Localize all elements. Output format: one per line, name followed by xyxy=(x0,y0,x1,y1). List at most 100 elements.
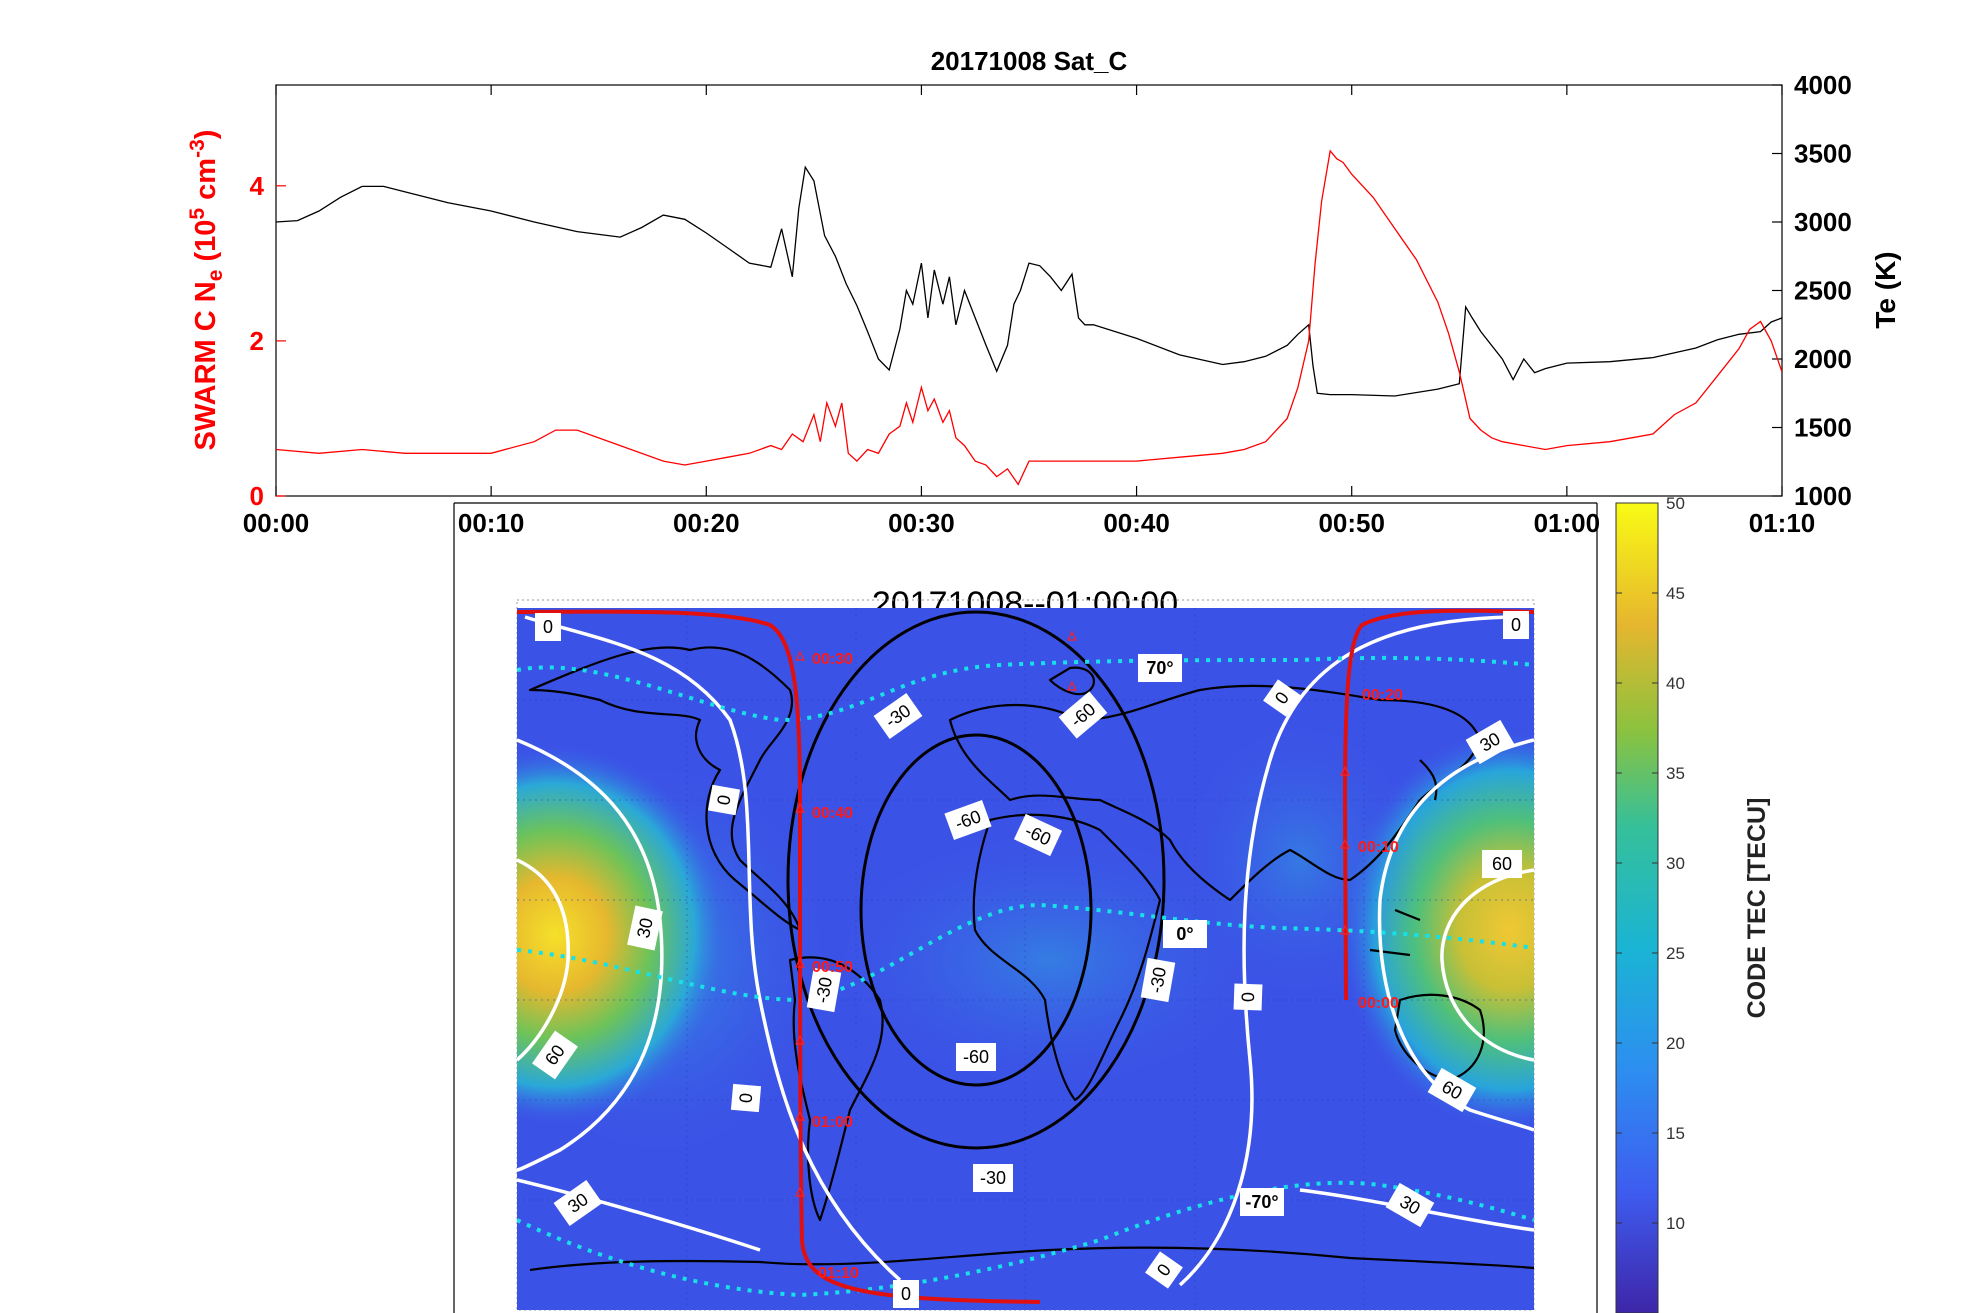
mlat-label-text: -70° xyxy=(1245,1192,1278,1212)
contour-label-text: -30 xyxy=(980,1168,1006,1188)
tec-crest-west xyxy=(517,745,730,1125)
contour-label: -30 xyxy=(973,1164,1013,1192)
colorbar-tick-label: 20 xyxy=(1666,1034,1685,1053)
contour-label-text: -30 xyxy=(1146,965,1170,994)
contour-label: -60 xyxy=(944,800,992,840)
contour-label-box xyxy=(1503,611,1529,639)
contour-label: 0 xyxy=(1233,983,1263,1011)
contour-label: -30 xyxy=(1140,957,1176,1003)
track-time-label: 00:40 xyxy=(812,805,853,822)
right-y-tick-label: 2500 xyxy=(1794,276,1852,306)
colorbar-tick-label: 25 xyxy=(1666,944,1685,963)
right-y-tick-label: 3500 xyxy=(1794,139,1852,169)
contour-label-box xyxy=(806,967,842,1013)
contour-label-text: 0 xyxy=(1511,615,1521,635)
x-tick-label: 01:00 xyxy=(1534,508,1601,538)
contour-label-box xyxy=(532,1030,578,1080)
contour-label-box xyxy=(973,1164,1013,1192)
contour-label-text: 0 xyxy=(901,1284,911,1304)
contour-label: 0 xyxy=(893,1280,919,1308)
negative-contours xyxy=(786,610,1166,1150)
contour-label-box xyxy=(893,1280,919,1308)
ne-series-line xyxy=(276,149,1782,486)
contour-label-box xyxy=(944,800,992,840)
right-y-tick-label: 1000 xyxy=(1794,481,1852,511)
right-y-label: Te (K) xyxy=(1870,251,1901,328)
x-tick-label: 00:30 xyxy=(888,508,955,538)
contour-label-text: 0 xyxy=(1238,992,1258,1003)
left-y-axis: 0 2 4 xyxy=(250,171,286,511)
right-y-axis: 1000 1500 2000 2500 3000 3500 4000 xyxy=(1772,70,1852,511)
contour-label: 0 xyxy=(1145,1251,1183,1289)
australia-coast xyxy=(1393,993,1485,1082)
contour-label-box xyxy=(1013,813,1063,857)
tec-map xyxy=(517,608,1534,1310)
right-y-tick-label: 3000 xyxy=(1794,207,1852,237)
contour-label-box xyxy=(1385,1182,1435,1228)
track-time-label: 00:10 xyxy=(1358,839,1399,856)
mlat-70-north xyxy=(517,655,1534,723)
track-markers xyxy=(795,630,1350,1197)
contour-label: -60 xyxy=(1013,813,1063,857)
contour-label: 60 xyxy=(532,1030,578,1080)
tec-enhancement xyxy=(1180,720,1420,1000)
track-time-label: 01:00 xyxy=(812,1114,853,1131)
contour-neg60 xyxy=(859,733,1093,1087)
contour-label-box xyxy=(1263,679,1301,717)
right-y-tick-label: 4000 xyxy=(1794,70,1852,100)
track-descending xyxy=(517,609,1041,1304)
contour-zero-west xyxy=(524,615,902,1282)
coastlines xyxy=(528,646,1534,1272)
contour-label: 0 xyxy=(535,613,561,641)
track-time-label: 01:10 xyxy=(818,1265,859,1282)
mlat-0 xyxy=(517,902,1534,1003)
contour-label-box xyxy=(1465,719,1515,765)
antarctica-coast xyxy=(529,1246,1534,1272)
te-series-line xyxy=(276,165,1782,397)
colorbar-ticks: 50 45 40 35 30 25 20 15 10 xyxy=(1616,494,1685,1233)
track-time-label: 00:00 xyxy=(1358,995,1399,1012)
positive-contours xyxy=(517,615,1534,1287)
contour-label-text: -60 xyxy=(963,1047,989,1067)
x-tick-label: 01:10 xyxy=(1749,508,1816,538)
contour-label: -30 xyxy=(806,967,842,1013)
contour-60-east xyxy=(1440,868,1534,1062)
line-plot: 20171008 Sat_C 00:00 00:10 00:20 00:30 00:40… xyxy=(186,46,1901,538)
mlat-label-box xyxy=(1138,654,1182,682)
magnetic-latitude-labels: 70° 0° -70° xyxy=(1138,654,1284,1216)
contour-label: 30 xyxy=(553,1180,603,1226)
contour-label-box xyxy=(1058,691,1108,739)
left-y-tick-label: 4 xyxy=(250,171,265,201)
right-y-tick-label: 1500 xyxy=(1794,413,1852,443)
colorbar-tick-label: 40 xyxy=(1666,674,1685,693)
mlat-label-box xyxy=(1163,920,1207,948)
contour-30-east xyxy=(1377,738,1534,1132)
contour-label-text: -30 xyxy=(812,975,836,1004)
contour-label-box xyxy=(730,1083,762,1113)
contour-label-text: 60 xyxy=(1492,854,1512,874)
left-y-label: SWARM C Ne (105 cm-3) xyxy=(186,130,227,451)
contour-label: 60 xyxy=(1427,1067,1477,1113)
contour-label: 30 xyxy=(627,905,663,951)
track-time-label: 00:20 xyxy=(1362,687,1403,704)
colorbar: 50 45 40 35 30 25 20 15 10 CODE TEC [TECU] xyxy=(1615,494,1771,1313)
left-y-tick-label: 0 xyxy=(250,481,264,511)
x-tick-label: 00:20 xyxy=(673,508,740,538)
contour-label: 0 xyxy=(707,784,741,816)
asia-islands xyxy=(1369,759,1438,957)
colorbar-tick-label: 45 xyxy=(1666,584,1685,603)
contour-zero-east xyxy=(1178,615,1511,1287)
contour-label-box xyxy=(535,613,561,641)
colorbar-tick-label: 15 xyxy=(1666,1124,1685,1143)
contour-label: 30 xyxy=(1385,1182,1435,1228)
colorbar-label: CODE TEC [TECU] xyxy=(1743,798,1771,1019)
contour-label-box xyxy=(956,1043,996,1071)
mlat-label-text: 70° xyxy=(1146,658,1173,678)
mlat-label: -70° xyxy=(1240,1188,1284,1216)
colorbar-tick-label: 35 xyxy=(1666,764,1685,783)
left-y-tick-label: 2 xyxy=(250,326,264,356)
contour-label-box xyxy=(1145,1251,1183,1289)
tec-map-panel: 20171008--01:00:00 xyxy=(453,494,1771,1313)
contour-label-box xyxy=(1427,1067,1477,1113)
